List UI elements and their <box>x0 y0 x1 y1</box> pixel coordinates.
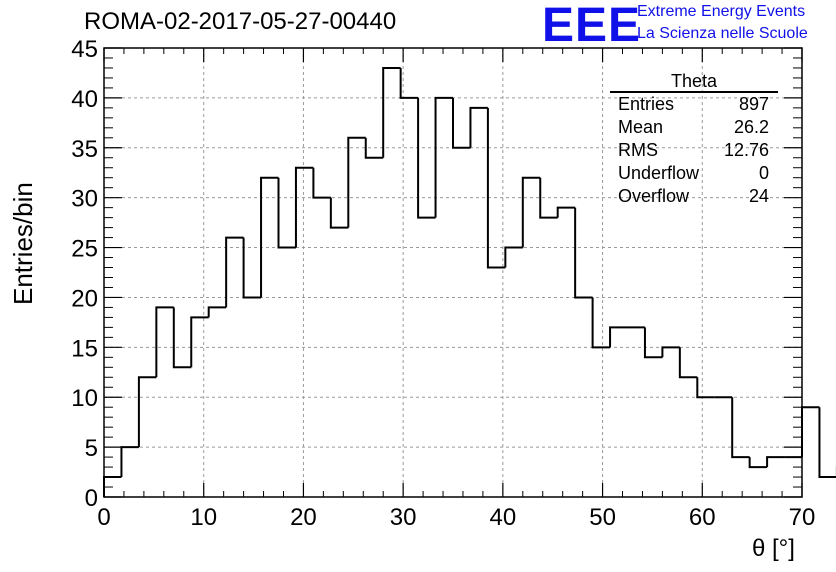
x-tick-label: 10 <box>190 504 217 531</box>
logo-subtitle-2: La Scienza nelle Scuole <box>637 25 808 42</box>
histogram-bin <box>172 307 192 369</box>
tick-labels: 0 10 20 30 40 50 60 70 0 5 10 15 20 25 30 35 40 45 <box>71 36 815 531</box>
y-tick-label: 25 <box>71 236 98 263</box>
stats-row-rms: RMS 12.76 <box>610 139 778 162</box>
histogram-bin <box>137 376 157 448</box>
histogram-bin <box>155 306 174 378</box>
histogram-bin <box>661 346 680 358</box>
y-tick-label: 20 <box>71 285 98 312</box>
histogram-bin <box>643 327 663 359</box>
histogram-bin <box>556 206 576 218</box>
histogram-bin <box>434 96 453 218</box>
histogram-bin <box>382 66 401 158</box>
histogram-bin <box>242 237 262 299</box>
logo-subtitle-1: Extreme Energy Events <box>637 3 806 20</box>
chart-title: ROMA-02-2017-05-27-00440 <box>84 8 397 35</box>
y-tick-label: 35 <box>71 136 98 163</box>
plot-frame <box>103 47 803 498</box>
histogram-bin <box>748 457 768 469</box>
y-axis-label: Entries/bin <box>8 182 38 305</box>
stats-row-underflow: Underflow 0 <box>610 162 778 185</box>
histogram-bin <box>260 176 279 298</box>
histogram-bin <box>417 97 436 219</box>
histogram-bin <box>539 177 558 219</box>
histogram-bin <box>521 176 541 248</box>
histogram-bin <box>574 207 593 299</box>
x-tick-label: 20 <box>290 504 317 531</box>
x-tick-label: 60 <box>689 504 716 531</box>
histogram-bin <box>364 137 384 159</box>
histogram-bin <box>486 107 506 269</box>
stats-label: Mean <box>618 117 664 137</box>
histogram-bin <box>277 177 296 249</box>
stats-value: 0 <box>758 163 769 183</box>
x-axis-label: θ [°] <box>752 535 795 562</box>
histogram-bin <box>312 167 331 199</box>
x-tick-label: 40 <box>490 504 517 531</box>
histogram-bin <box>504 246 523 268</box>
histogram-bin <box>225 236 244 308</box>
histogram-bin <box>766 456 785 468</box>
histogram-bin <box>190 316 209 368</box>
histogram-bin <box>294 166 314 248</box>
histogram-bin <box>731 397 750 459</box>
stats-value: 24 <box>748 186 769 206</box>
stats-label: RMS <box>618 140 658 160</box>
stats-label: Entries <box>618 94 675 114</box>
histogram-bin <box>469 106 488 148</box>
histogram-bin <box>120 446 139 478</box>
stats-row-overflow: Overflow 24 <box>610 185 778 208</box>
stats-value: 12.76 <box>723 140 769 160</box>
stats-title: Theta <box>610 70 778 93</box>
y-tick-label: 10 <box>71 385 98 412</box>
y-tick-label: 40 <box>71 86 98 113</box>
histogram-bin <box>207 306 227 318</box>
x-tick-label: 0 <box>97 504 110 531</box>
x-tick-label: 30 <box>390 504 417 531</box>
histogram-bin <box>678 347 698 379</box>
histogram-bin <box>591 297 611 349</box>
x-tick-label: 50 <box>589 504 616 531</box>
y-tick-label: 0 <box>85 485 98 512</box>
histogram-bin <box>329 197 349 229</box>
x-tick-label: 70 <box>789 504 816 531</box>
stats-label: Underflow <box>618 163 700 183</box>
histogram-bin <box>452 97 471 149</box>
stats-label: Overflow <box>618 186 690 206</box>
histogram-bin <box>399 67 419 99</box>
histogram-bin <box>818 407 836 479</box>
stats-value: 897 <box>738 94 769 114</box>
stats-value: 26.2 <box>733 117 769 137</box>
histogram-bin <box>347 136 366 228</box>
axis-ticks <box>103 47 803 498</box>
y-tick-label: 15 <box>71 335 98 362</box>
stats-row-mean: Mean 26.2 <box>610 116 778 139</box>
stats-box: Theta Entries 897 Mean 26.2 RMS 12.76 Un… <box>610 70 778 208</box>
histogram-bin <box>801 406 820 458</box>
histogram-bin <box>696 377 715 399</box>
y-tick-label: 5 <box>85 435 98 462</box>
y-tick-label: 30 <box>71 186 98 213</box>
stats-row-entries: Entries 897 <box>610 93 778 116</box>
histogram-bin <box>609 326 628 348</box>
y-tick-label: 45 <box>71 36 98 63</box>
histogram-bars <box>103 66 836 497</box>
eee-logo: EEE <box>542 0 642 52</box>
